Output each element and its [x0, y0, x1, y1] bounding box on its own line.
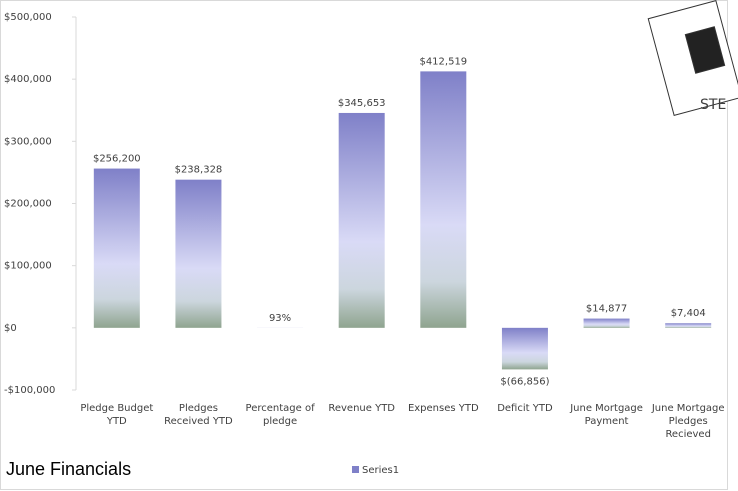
y-tick-label: $200,000 [4, 199, 52, 210]
y-tick-label: -$100,000 [4, 385, 55, 396]
legend-label: Series1 [362, 465, 399, 476]
y-tick-label: $0 [4, 323, 17, 334]
x-tick-label: June Mortgage Pledges Recieved [651, 403, 725, 440]
bar [420, 71, 467, 328]
data-label: $256,200 [93, 154, 141, 165]
chart-title: June Financials [6, 459, 132, 479]
x-tick-label: Expenses YTD [407, 403, 479, 414]
x-tick-label: Pledge Budget YTD [80, 403, 154, 427]
y-tick-label: $500,000 [4, 12, 52, 23]
bar [501, 327, 548, 370]
x-tick-label: June Mortgage Payment [570, 403, 643, 427]
x-tick-label: Percentage of pledge [245, 403, 315, 427]
bar [175, 179, 222, 328]
bar [665, 323, 712, 328]
svg-text:STE: STE [700, 97, 726, 113]
x-tick-label: Pledges Received YTD [164, 403, 233, 427]
data-label: $(66,856) [500, 376, 549, 387]
data-label: $412,519 [419, 56, 467, 67]
clip-art: STE [647, 0, 738, 116]
y-tick-label: $100,000 [4, 261, 52, 272]
y-tick-label: $300,000 [4, 136, 52, 147]
x-tick-label: Revenue YTD [328, 403, 396, 414]
data-label: $14,877 [586, 304, 627, 315]
y-tick-label: $400,000 [4, 74, 52, 85]
data-label: $345,653 [338, 98, 386, 109]
data-label: $238,328 [175, 165, 223, 176]
bar [93, 168, 140, 328]
bar [338, 112, 385, 328]
bar [583, 318, 630, 328]
data-label: 93% [269, 313, 291, 324]
x-tick-label: Deficit YTD [497, 403, 553, 414]
legend-swatch [352, 466, 359, 473]
data-label: $7,404 [671, 308, 706, 319]
